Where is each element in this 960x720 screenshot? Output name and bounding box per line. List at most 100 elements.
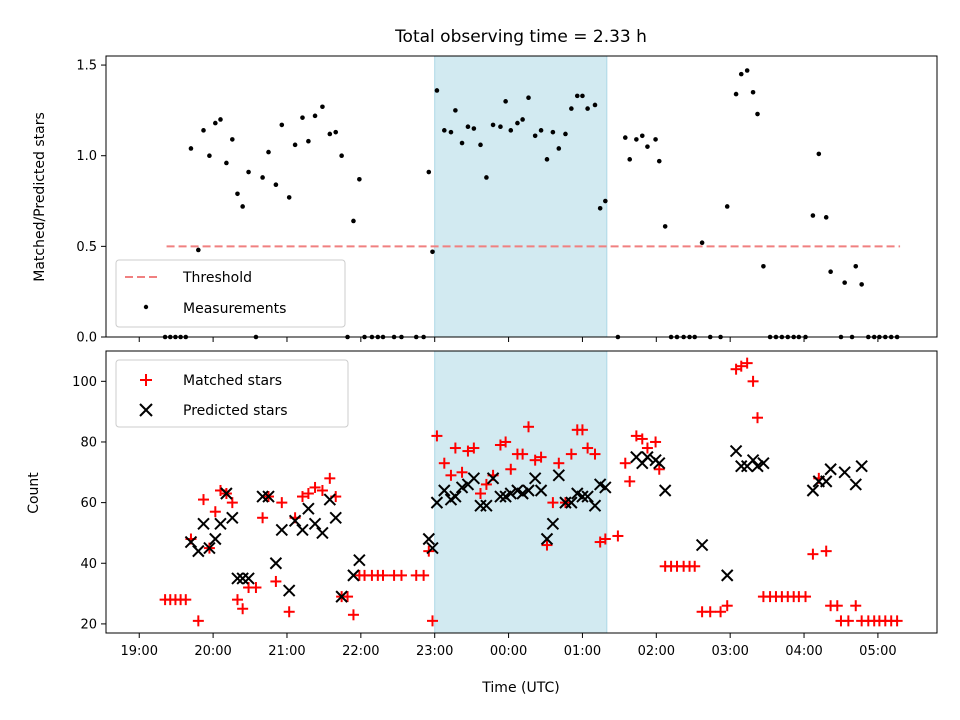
measurement-point <box>597 205 603 211</box>
y-tick-label: 60 <box>80 496 97 511</box>
matched-star-point <box>517 448 529 460</box>
legend-predicted-label: Predicted stars <box>183 403 288 419</box>
measurement-point <box>459 140 465 146</box>
predicted-star-point <box>262 490 275 503</box>
measurement-point <box>312 113 318 119</box>
measurement-point <box>645 144 650 149</box>
measurement-point <box>603 198 608 204</box>
x-tick-label: 20:00 <box>194 644 231 659</box>
measurement-point <box>188 146 194 151</box>
predicted-star-point <box>546 517 560 531</box>
measurement-point <box>207 153 212 159</box>
predicted-star-point <box>695 538 709 552</box>
y-tick-label: 40 <box>80 557 97 572</box>
measurement-point <box>699 240 705 246</box>
measurement-point <box>750 89 756 95</box>
predicted-star-point <box>323 493 337 506</box>
legend-predicted-swatch <box>139 403 153 417</box>
predicted-star-point <box>236 572 249 585</box>
measurement-point <box>266 149 271 155</box>
observing-window-shade-top <box>434 55 608 338</box>
measurement-point <box>574 93 580 99</box>
measurement-point <box>273 182 279 188</box>
predicted-star-point <box>449 490 462 503</box>
measurement-point <box>627 157 633 162</box>
bottom-panel: 20 40 60 80 100 19:00 20:00 21:00 22:00 23:00 00:… <box>26 350 938 659</box>
matched-star-point <box>283 606 295 618</box>
predicted-star-point <box>220 487 233 500</box>
predicted-star-point <box>735 460 748 473</box>
predicted-star-point <box>528 472 542 485</box>
matched-star-point <box>650 436 662 448</box>
predicted-star-point <box>455 481 469 494</box>
x-tick-label: 04:00 <box>785 644 822 659</box>
measurement-point <box>351 218 356 224</box>
predicted-star-point <box>209 532 222 546</box>
measurement-points <box>162 68 900 340</box>
predicted-star-point <box>256 490 269 503</box>
matched-star-point <box>438 457 450 469</box>
measurement-point <box>520 117 525 122</box>
measurement-point <box>333 129 339 135</box>
matched-star-point <box>721 600 733 612</box>
measurement-point <box>320 104 325 110</box>
predicted-star-point <box>641 450 654 464</box>
matched-star-point <box>831 600 843 612</box>
predicted-star-point <box>426 541 439 555</box>
matched-star-point <box>641 442 653 454</box>
measurement-point <box>306 138 311 144</box>
matched-star-point <box>449 442 461 454</box>
matched-star-point <box>891 615 903 627</box>
measurement-point <box>490 122 496 128</box>
measurement-point <box>653 137 658 142</box>
matched-star-points <box>159 357 903 627</box>
measurement-point <box>292 142 298 148</box>
measurement-point <box>622 135 628 140</box>
measurement-point <box>260 175 265 180</box>
matched-star-point <box>582 442 594 454</box>
matched-star-point <box>741 357 753 369</box>
matched-star-point <box>468 442 480 454</box>
predicted-star-point <box>721 569 734 582</box>
predicted-star-point <box>422 532 436 546</box>
predicted-star-point <box>242 572 255 585</box>
y-tick-label: 1.0 <box>76 149 97 164</box>
matched-star-point <box>704 606 716 618</box>
matched-star-point <box>612 530 624 542</box>
matched-star-point <box>653 463 665 475</box>
measurement-point <box>246 169 251 175</box>
matched-star-point <box>636 433 648 445</box>
matched-star-point <box>529 454 541 466</box>
matched-star-point <box>418 569 430 581</box>
matched-star-point <box>302 488 314 500</box>
matched-star-point <box>820 545 832 557</box>
predicted-star-point <box>653 456 666 470</box>
predicted-star-point <box>288 514 302 528</box>
predicted-star-point <box>353 554 366 567</box>
matched-star-point <box>565 448 577 460</box>
matched-star-point <box>426 615 438 627</box>
predicted-star-point <box>347 569 360 582</box>
measurement-point <box>724 204 730 209</box>
matched-star-point <box>276 497 288 509</box>
measurement-point <box>235 191 240 197</box>
measurement-point <box>213 120 218 126</box>
bottom-panel-frame <box>105 350 938 634</box>
x-tick-label: 03:00 <box>711 644 748 659</box>
predicted-star-point <box>296 523 309 537</box>
matched-star-point <box>505 463 517 475</box>
measurement-point <box>810 213 816 218</box>
matched-star-point <box>752 412 764 424</box>
measurement-point <box>544 157 550 162</box>
predicted-star-point <box>855 460 868 473</box>
predicted-star-point <box>494 490 507 503</box>
x-tick-label: 22:00 <box>342 644 379 659</box>
matched-star-point <box>395 569 407 581</box>
y-tick-label: 1.5 <box>76 59 97 74</box>
legend-matched-label: Matched stars <box>183 373 282 389</box>
matched-star-point <box>842 615 854 627</box>
measurement-point <box>842 280 847 285</box>
measurement-point <box>230 137 235 142</box>
x-tick-label: 05:00 <box>859 644 896 659</box>
measurement-point <box>448 129 454 135</box>
